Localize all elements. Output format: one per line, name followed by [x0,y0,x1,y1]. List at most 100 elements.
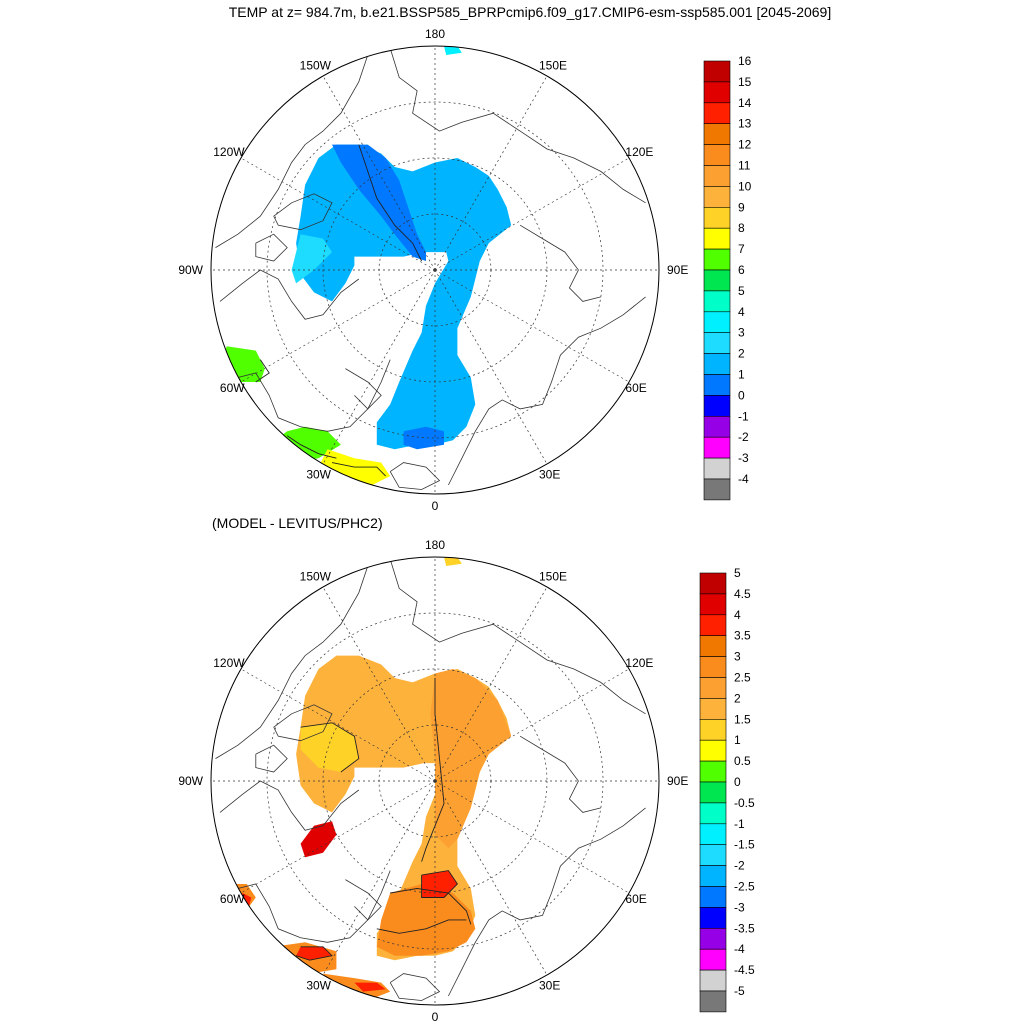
contour-line [421,678,445,862]
meridian-line [240,668,436,782]
longitude-label: 150W [300,59,332,73]
map-boundary [210,45,660,495]
coastline [273,193,333,231]
longitude-label: 60E [625,381,646,395]
shaded-field [376,884,476,956]
coastline [519,735,601,813]
longitude-label: 90W [178,263,203,277]
colorbar-tick-label: 7 [738,242,745,256]
colorbar-tick-label: 0 [734,775,741,789]
longitude-label: 150W [300,570,332,584]
meridian-line [434,269,630,383]
colorbar-swatch [703,248,731,271]
longitude-label: 30E [539,978,560,992]
colorbar-swatch [703,395,731,417]
shaded-field [403,426,444,450]
shaded-field [291,234,332,284]
colorbar-tick-label: 9 [738,200,745,214]
colorbar-swatch [699,614,727,636]
colorbar-swatch [699,990,727,1013]
meridian-line [322,780,436,976]
coastline [389,48,646,204]
colorbar-tick-label: -4 [734,942,745,956]
colorbar-tick-label: -2 [738,430,749,444]
coastline [273,704,333,742]
map-boundary [210,556,660,1006]
colorbar-swatch [699,927,727,950]
coastline [219,780,360,831]
meridian-line [240,269,436,383]
colorbar-swatch [703,415,731,438]
colorbar-tick-label: 3.5 [734,629,751,643]
shaded-field [444,557,462,566]
colorbar-tick-label: -3 [738,451,749,465]
shaded-field [444,46,462,55]
coastline [345,879,382,921]
map-interior [211,557,659,1005]
contour-line [255,359,270,383]
colorbar-swatch [699,886,727,908]
map-interior [211,46,659,494]
coastline [219,870,391,943]
longitude-label: 30E [539,467,560,481]
longitude-label: 0 [432,1010,439,1024]
figure-title: TEMP at z= 984.7m, b.e21.BSSP585_BPRPcmi… [229,4,831,20]
coastline [389,462,441,490]
contour-line [300,722,360,773]
colorbar-tick-label: 12 [738,138,752,152]
longitude-label: 90E [667,774,688,788]
colorbar-swatch [703,102,731,125]
colorbar-tick-label: 4 [738,305,745,319]
longitude-label: 150E [539,59,567,73]
longitude-label: 90W [178,774,203,788]
colorbar-tick-label: -3 [734,900,745,914]
colorbar-swatch [703,332,731,354]
meridian-line [240,157,436,271]
coastline [389,973,441,1001]
colorbar-tick-label: -2 [734,859,745,873]
colorbar-tick-label: 4 [734,608,741,622]
meridian-line [434,668,630,782]
longitude-label: 180 [425,538,445,552]
colorbar-swatch [703,186,731,208]
meridian-line [240,780,436,894]
colorbar-tick-label: -2.5 [734,880,755,894]
colorbar-swatch [699,823,727,845]
colorbar-tick-label: -1 [734,817,745,831]
meridian-line [434,780,548,976]
colorbar-swatch [699,844,727,866]
colorbar-swatch [699,572,727,595]
meridian-line [434,75,548,271]
colorbar-tick-label: -0.5 [734,796,755,810]
coastline [215,565,369,759]
colorbar-swatch [699,739,727,762]
latitude-circle [266,612,604,950]
shaded-field [300,821,337,858]
colorbar-tick-label: 16 [738,54,752,68]
colorbar-tick-label: 6 [738,263,745,277]
colorbar-tick-label: 14 [738,96,752,110]
latitude-circle [266,101,604,439]
colorbar-tick-label: 0.5 [734,754,751,768]
meridian-line [322,75,436,271]
longitude-label: 120E [625,656,653,670]
colorbar-tick-label: -3.5 [734,921,755,935]
colorbar-tick-label: 2 [738,347,745,361]
colorbar-tick-label: 5 [734,566,741,580]
colorbar-swatch [699,656,727,678]
shaded-field [296,946,332,961]
colorbar-swatch [703,165,731,187]
difference-temperature-map: 180 150E 120E 90E 60E 30E 0 30W 60W 90W 120W 150W 5 4… [178,538,755,1024]
colorbar-swatch [703,60,731,83]
shaded-field [296,144,512,450]
meridian-line [322,586,436,782]
longitude-label: 60E [625,892,646,906]
colorbar-swatch [703,374,731,396]
longitude-label: 60W [220,892,245,906]
coastline [448,296,646,486]
longitude-label: 120W [213,145,245,159]
contour-line [331,462,387,477]
colorbar-tick-label: 1 [738,368,745,382]
colorbar-tick-label: 15 [738,75,752,89]
